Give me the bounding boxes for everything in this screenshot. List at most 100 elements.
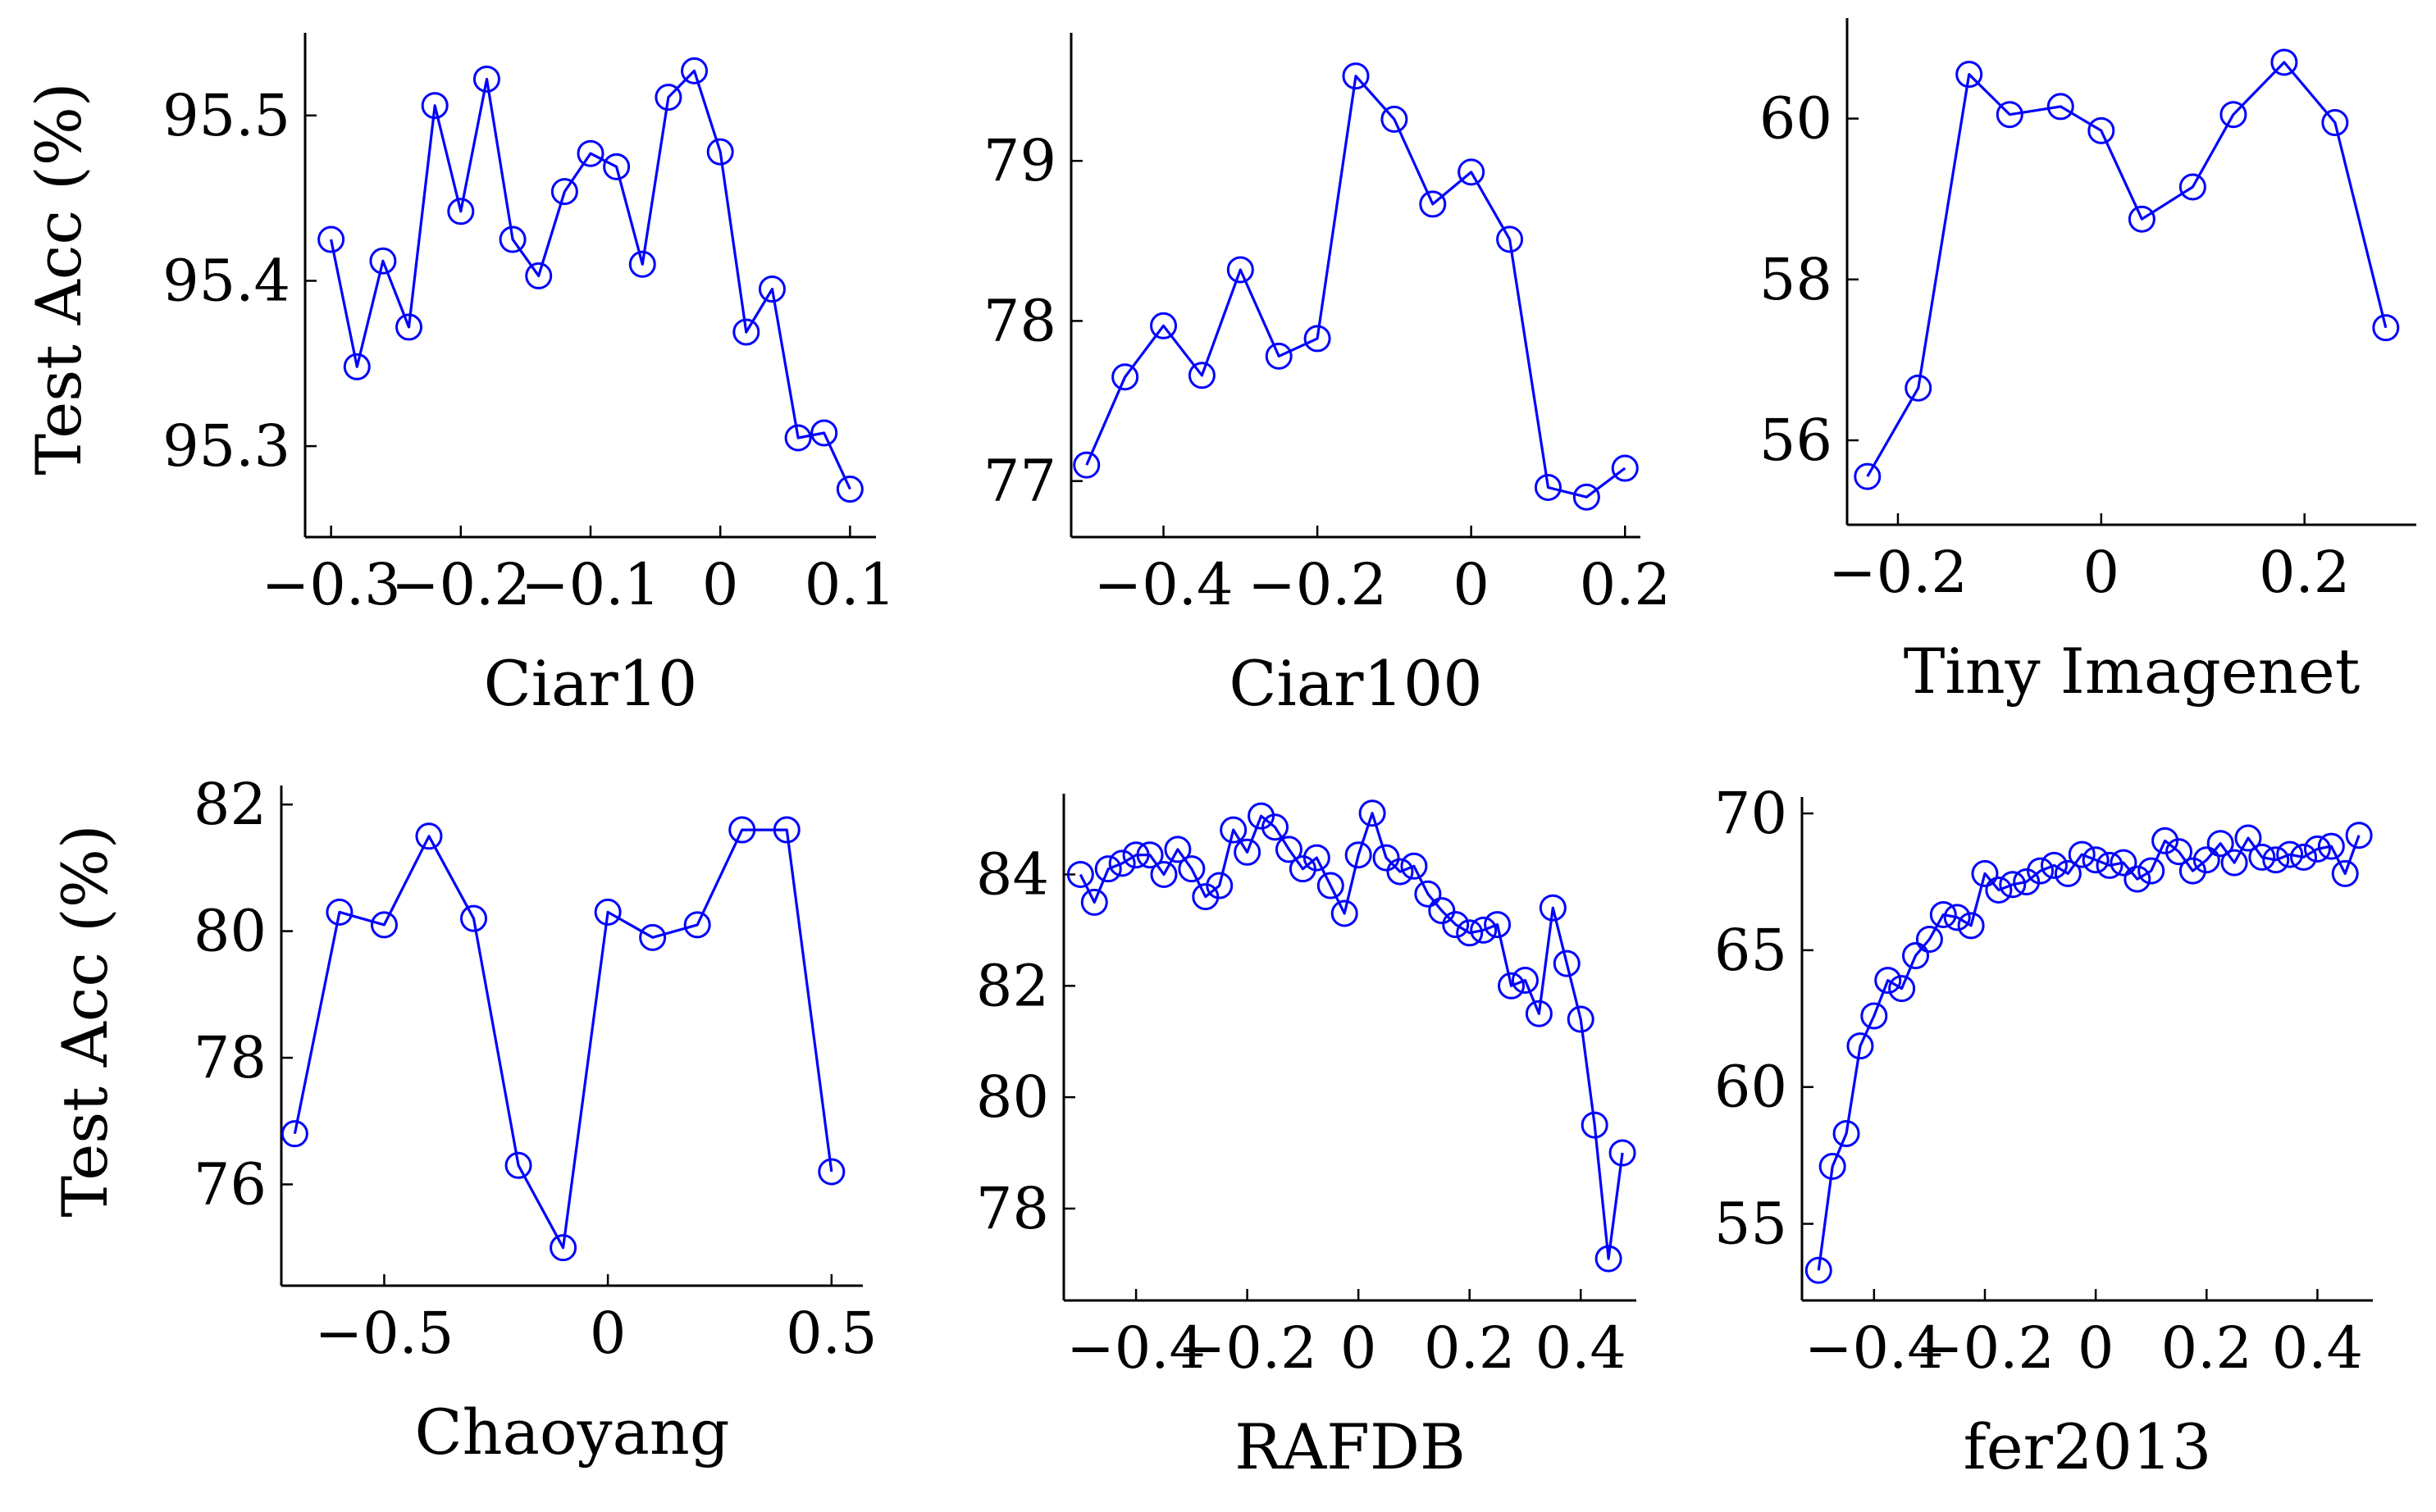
- data-point: [655, 84, 682, 112]
- data-point: [784, 424, 812, 452]
- y-tick-label: 56: [1759, 407, 1832, 474]
- data-point: [818, 1158, 846, 1186]
- data-point: [2234, 824, 2262, 852]
- x-tick-label: −0.2: [1828, 539, 1968, 606]
- data-point: [1832, 1119, 1860, 1147]
- data-point: [1136, 841, 1164, 869]
- data-point: [1874, 967, 1902, 995]
- x-tick-label: 0.4: [2272, 1314, 2363, 1382]
- data-point: [1581, 1111, 1608, 1139]
- data-point: [1419, 190, 1447, 218]
- data-point: [1511, 967, 1539, 995]
- data-point: [603, 153, 631, 180]
- data-point: [1188, 362, 1216, 389]
- y-tick-label: 95.3: [162, 412, 290, 480]
- series-line: [1866, 61, 2388, 477]
- data-point: [1400, 852, 1428, 880]
- data-point: [1854, 462, 1882, 490]
- ylabel-top-row: Test Acc (%): [22, 82, 95, 475]
- data-point: [1108, 849, 1136, 877]
- data-point: [1572, 483, 1600, 511]
- data-point: [732, 318, 760, 346]
- y-tick-label: 82: [976, 952, 1049, 1019]
- data-point: [2276, 840, 2304, 868]
- data-point: [836, 476, 864, 503]
- data-point: [1553, 950, 1581, 977]
- data-point: [1915, 926, 1943, 954]
- data-point: [2124, 865, 2151, 893]
- data-point: [2248, 843, 2276, 871]
- data-point: [1094, 855, 1122, 883]
- series-line: [1079, 812, 1624, 1260]
- data-point: [2178, 857, 2206, 885]
- data-point: [504, 1151, 532, 1179]
- data-point: [1860, 1002, 1888, 1030]
- data-point: [1386, 858, 1414, 886]
- chart-panel-2: −0.4 −0.2 0 0.2 77 78 79 Ciar100: [983, 33, 1671, 720]
- x-tick-label: −0.3: [262, 551, 401, 618]
- data-point: [550, 178, 578, 206]
- data-point: [1330, 899, 1358, 927]
- chart-panel-1: −0.3−0.2−0.1 0 0.1 95.3 95.4 95.5 Ciar10: [162, 33, 896, 720]
- data-point: [1316, 872, 1344, 899]
- x-tick-label: 0.2: [2259, 539, 2350, 606]
- data-point: [317, 225, 345, 253]
- data-point: [1999, 871, 2027, 899]
- y-tick-label: 70: [1714, 780, 1787, 847]
- y-tick-label: 76: [194, 1150, 267, 1218]
- data-point: [1226, 256, 1254, 284]
- data-point: [460, 904, 488, 932]
- x-tick-label: −0.4: [1804, 1314, 1944, 1382]
- x-tick-label: −0.1: [521, 551, 660, 618]
- data-point: [2110, 849, 2137, 877]
- data-point: [1846, 1032, 1874, 1060]
- data-point: [2290, 843, 2318, 871]
- data-point: [2317, 832, 2345, 860]
- data-point: [1066, 860, 1094, 888]
- data-point: [1414, 880, 1442, 908]
- data-point: [472, 65, 500, 93]
- data-point: [2128, 205, 2155, 233]
- data-point: [369, 247, 397, 275]
- data-point: [810, 419, 838, 447]
- data-point: [683, 911, 711, 939]
- data-point: [281, 1120, 308, 1148]
- y-tick-label: 55: [1714, 1191, 1787, 1258]
- data-point: [1220, 816, 1248, 844]
- y-tick-label: 60: [1759, 85, 1832, 153]
- data-point: [1888, 975, 1916, 1003]
- y-tick-label: 82: [194, 771, 267, 838]
- x-tick-label: 0: [2083, 539, 2120, 606]
- x-tick-label: −0.2: [1915, 1314, 2055, 1382]
- data-point: [1957, 912, 1985, 940]
- data-point: [1265, 342, 1293, 370]
- x-axis-title: Ciar10: [484, 647, 698, 720]
- y-tick-label: 84: [976, 840, 1049, 908]
- x-tick-label: 0.5: [786, 1300, 877, 1367]
- x-axis-title: Chaoyang: [414, 1396, 729, 1469]
- data-point: [1380, 105, 1408, 133]
- data-point: [1525, 1000, 1553, 1027]
- data-point: [2262, 846, 2290, 874]
- data-point: [2165, 838, 2192, 866]
- data-point: [1456, 919, 1484, 947]
- y-tick-label: 80: [976, 1063, 1049, 1131]
- data-point: [1496, 225, 1524, 253]
- data-point: [1594, 1245, 1622, 1273]
- data-point: [577, 139, 604, 167]
- chart-panel-4: −0.5 0 0.5 76 78 80 82 Chaoyang: [194, 771, 878, 1469]
- x-axis-title: fer2013: [1964, 1410, 2212, 1483]
- data-point: [1275, 836, 1302, 863]
- y-tick-label: 58: [1759, 246, 1832, 313]
- data-point: [1996, 101, 2023, 129]
- data-point: [447, 198, 475, 225]
- data-point: [2220, 849, 2248, 877]
- data-point: [1804, 1256, 1832, 1284]
- data-point: [1344, 841, 1372, 869]
- data-point: [1955, 61, 1983, 89]
- chart-panel-5: −0.4−0.2 0 0.2 0.4 78 80 82 84 RAFDB: [976, 794, 1636, 1483]
- data-point: [1567, 1005, 1594, 1033]
- y-tick-label: 60: [1714, 1054, 1787, 1121]
